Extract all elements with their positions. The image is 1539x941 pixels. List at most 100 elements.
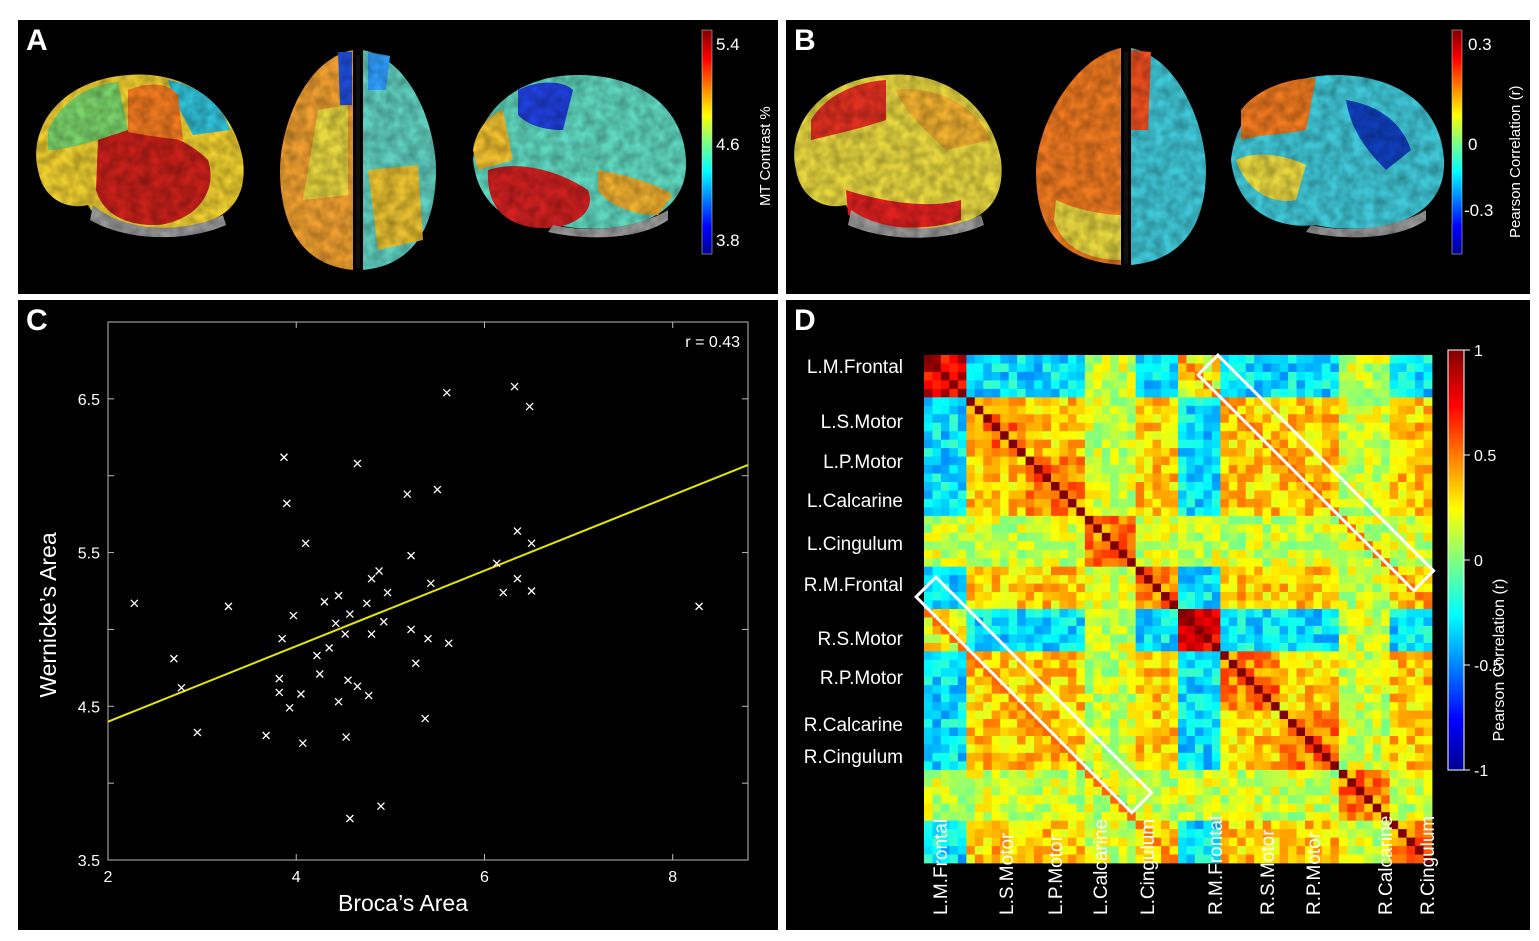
- panel-b-label: B: [794, 24, 816, 57]
- matrix-cell: [1059, 727, 1069, 737]
- matrix-cell: [983, 549, 993, 559]
- matrix-cell: [1330, 473, 1340, 483]
- matrix-cell: [1423, 490, 1433, 500]
- matrix-cell: [1084, 795, 1094, 805]
- matrix-cell: [1161, 515, 1170, 525]
- matrix-cell: [1254, 439, 1264, 449]
- matrix-cell: [1415, 744, 1424, 754]
- matrix-cell: [1237, 422, 1247, 432]
- matrix-cell: [1279, 829, 1289, 838]
- matrix-cell: [1067, 625, 1077, 635]
- matrix-cell: [1296, 786, 1306, 796]
- matrix-cell: [1271, 388, 1280, 398]
- matrix-cell: [1415, 397, 1424, 407]
- matrix-cell: [991, 837, 1001, 847]
- matrix-cell: [1186, 854, 1196, 864]
- matrix-cell: [1178, 363, 1187, 373]
- matrix-cell: [1228, 431, 1238, 441]
- matrix-cell: [1398, 422, 1407, 432]
- matrix-cell: [974, 727, 984, 737]
- matrix-cell: [966, 549, 976, 559]
- matrix-cell: [1110, 829, 1120, 838]
- matrix-cell: [1254, 710, 1264, 720]
- matrix-cell: [1347, 507, 1357, 517]
- matrix-cell: [1169, 778, 1179, 788]
- matrix-cell: [957, 592, 967, 601]
- matrix-cell: [974, 676, 984, 686]
- matrix-cell: [1347, 752, 1357, 762]
- matrix-cell: [1262, 803, 1272, 813]
- matrix-cell: [1110, 558, 1120, 568]
- matrix-cell: [957, 515, 967, 525]
- matrix-cell: [1025, 507, 1035, 517]
- matrix-cell: [1084, 854, 1094, 864]
- matrix-cell: [1008, 702, 1018, 711]
- matrix-cell: [1423, 482, 1433, 491]
- matrix-cell: [932, 617, 942, 627]
- matrix-cell: [1347, 566, 1357, 576]
- matrix-cell: [1398, 820, 1407, 830]
- scatter-point: [298, 739, 307, 748]
- matrix-cell: [1186, 795, 1196, 805]
- matrix-cell: [1067, 668, 1077, 678]
- matrix-cell: [1178, 812, 1187, 822]
- matrix-cell: [1415, 668, 1424, 678]
- matrix-cell: [1313, 812, 1323, 822]
- matrix-cell: [1305, 668, 1314, 678]
- matrix-cell: [1313, 439, 1323, 449]
- matrix-cell: [1067, 414, 1077, 424]
- matrix-cell: [974, 473, 984, 483]
- matrix-cell: [932, 685, 942, 695]
- matrix-cell: [1144, 685, 1153, 695]
- matrix-cell: [1025, 431, 1035, 441]
- matrix-cell: [1025, 363, 1035, 373]
- matrix-cell: [1161, 439, 1170, 449]
- matrix-cell: [1237, 795, 1247, 805]
- matrix-cell: [1118, 634, 1128, 644]
- matrix-cell: [1144, 388, 1153, 398]
- matrix-cell: [1372, 769, 1382, 779]
- matrix-cell: [1228, 752, 1238, 762]
- matrix-cell: [1237, 609, 1247, 618]
- matrix-cell: [1313, 642, 1323, 652]
- matrix-cell: [1101, 609, 1111, 618]
- matrix-cell: [1279, 355, 1289, 364]
- colorbar-b-tick: -0.3: [1464, 201, 1493, 220]
- panel-d-label: D: [794, 304, 816, 337]
- matrix-cell: [1093, 685, 1103, 695]
- matrix-cell: [1186, 566, 1196, 576]
- matrix-cell: [974, 659, 984, 669]
- matrix-cell: [957, 422, 967, 432]
- matrix-cell: [1127, 482, 1137, 491]
- col-label: L.S.Motor: [997, 832, 1018, 915]
- matrix-cell: [1338, 405, 1348, 415]
- matrix-cell: [1161, 702, 1170, 711]
- matrix-cell: [1135, 490, 1145, 500]
- matrix-cell: [1118, 600, 1128, 610]
- matrix-cell: [1110, 676, 1120, 686]
- matrix-cell: [1288, 363, 1297, 373]
- matrix-cell: [1152, 592, 1162, 601]
- matrix-cell: [1144, 575, 1153, 584]
- matrix-cell: [1220, 388, 1230, 398]
- matrix-cell: [1025, 388, 1035, 398]
- matrix-cell: [1144, 541, 1153, 551]
- matrix-cell: [1406, 397, 1416, 407]
- matrix-cell: [1034, 854, 1043, 864]
- matrix-cell: [1135, 786, 1145, 796]
- matrix-cell: [1110, 617, 1120, 627]
- matrix-cell: [949, 710, 959, 720]
- matrix-cell: [1330, 388, 1340, 398]
- correlation-matrix: L.M.FrontalL.S.MotorL.P.MotorL.Calcarine…: [804, 343, 1508, 915]
- matrix-cell: [1381, 355, 1391, 364]
- matrix-cell: [1118, 659, 1128, 669]
- matrix-cell: [1067, 380, 1077, 390]
- matrix-cell: [1347, 854, 1357, 864]
- matrix-cell: [1152, 422, 1162, 432]
- matrix-cell: [1423, 719, 1433, 728]
- matrix-cell: [1305, 422, 1314, 432]
- matrix-cell: [1093, 482, 1103, 491]
- matrix-cell: [1237, 592, 1247, 601]
- matrix-cell: [1076, 744, 1086, 754]
- matrix-cell: [1051, 795, 1060, 805]
